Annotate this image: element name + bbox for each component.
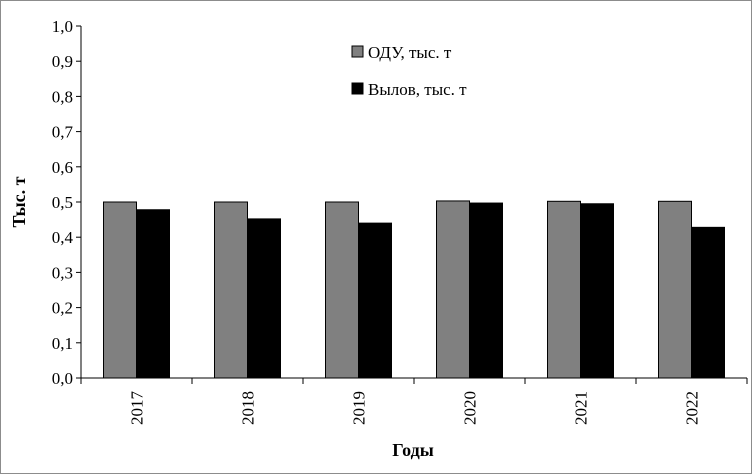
x-axis: 2017 2018 2019 2020 2021 2022 <box>80 377 748 426</box>
legend-swatch <box>351 82 364 95</box>
x-axis-title: Годы <box>392 440 434 460</box>
bar-catch-2020 <box>469 202 503 379</box>
y-tick-label: 0,7 <box>52 123 74 142</box>
y-tick-label: 0,8 <box>52 87 73 106</box>
x-tick-label: 2020 <box>461 391 480 425</box>
y-axis-title: Тыс. т <box>9 176 29 227</box>
legend: ОДУ, тыс. т Вылов, тыс. т <box>351 43 467 99</box>
bar-odu-2022 <box>658 200 692 379</box>
x-tick-label: 2017 <box>128 391 147 426</box>
y-tick-label: 0,3 <box>52 263 73 282</box>
bars <box>103 200 725 379</box>
bar-catch-2017 <box>136 209 170 379</box>
y-axis: 0,0 0,1 0,2 0,3 0,4 0,5 0,6 0,7 0,8 0,9 1,0 <box>52 17 82 388</box>
bar-odu-2019 <box>325 201 359 379</box>
y-tick-label: 0,2 <box>52 299 73 318</box>
y-tick-label: 0,9 <box>52 52 73 71</box>
legend-label: Вылов, тыс. т <box>368 80 467 99</box>
y-tick-label: 0,6 <box>52 158 73 177</box>
y-tick-label: 0,0 <box>52 369 73 388</box>
bar-odu-2020 <box>436 200 470 379</box>
bar-odu-2017 <box>103 201 137 379</box>
legend-label: ОДУ, тыс. т <box>368 43 452 62</box>
x-tick-label: 2021 <box>572 391 591 425</box>
y-tick-label: 1,0 <box>52 17 73 36</box>
y-tick-label: 0,1 <box>52 334 73 353</box>
x-tick-label: 2022 <box>683 391 702 425</box>
bar-catch-2022 <box>691 226 725 379</box>
bar-catch-2021 <box>580 203 614 379</box>
y-tick-label: 0,5 <box>52 193 73 212</box>
bar-catch-2018 <box>247 218 281 379</box>
x-tick-label: 2019 <box>350 391 369 425</box>
bar-odu-2021 <box>547 200 581 379</box>
legend-swatch <box>351 45 364 58</box>
x-tick-label: 2018 <box>239 391 258 425</box>
bar-odu-2018 <box>214 201 248 379</box>
y-tick-label: 0,4 <box>52 228 74 247</box>
bar-catch-2019 <box>358 222 392 379</box>
